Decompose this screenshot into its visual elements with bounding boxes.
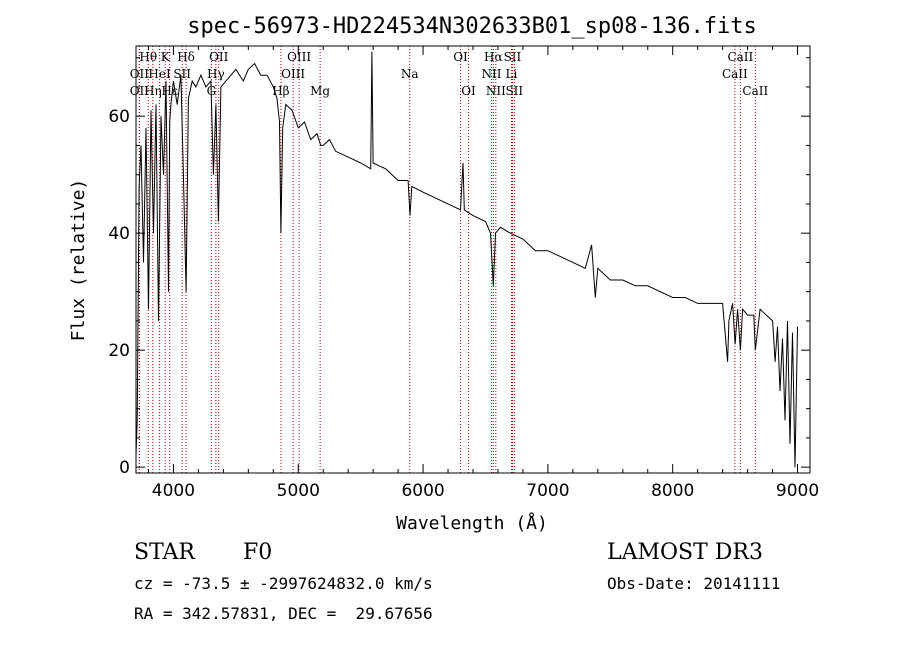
- line-marker-label: Hη: [144, 84, 162, 98]
- redshift-velocity: cz = -73.5 ± -2997624832.0 km/s: [134, 574, 433, 593]
- line-marker-label: Hγ: [207, 67, 225, 81]
- x-tick-label: 5000: [277, 481, 320, 501]
- line-marker-label: NII: [481, 67, 501, 81]
- line-marker-label: CaII: [727, 50, 753, 64]
- y-tick-label: 0: [119, 458, 130, 478]
- line-marker-label: K: [161, 50, 171, 64]
- line-marker-label: OII: [130, 84, 150, 98]
- line-marker-label: CaII: [742, 84, 768, 98]
- line-marker-label: Mg: [310, 84, 330, 98]
- line-marker-label: Hθ: [139, 50, 157, 64]
- object-subclass: F0: [243, 540, 273, 565]
- line-marker-label: HeI: [148, 67, 171, 81]
- line-marker-label: SII: [173, 67, 191, 81]
- x-tick-label: 8000: [651, 481, 694, 501]
- line-marker-label: OI: [453, 50, 468, 64]
- line-marker-label: NII: [486, 84, 506, 98]
- line-marker-label: SII: [505, 84, 523, 98]
- coordinates: RA = 342.57831, DEC = 29.67656: [134, 604, 433, 623]
- x-tick-label: 6000: [401, 481, 444, 501]
- y-tick-label: 40: [108, 224, 130, 244]
- line-marker-label: OII: [209, 50, 229, 64]
- y-tick-label: 20: [108, 341, 130, 361]
- survey-name: LAMOST DR3: [607, 540, 763, 565]
- series-line-flux: [135, 51, 798, 468]
- line-marker-label: Hβ: [272, 84, 289, 98]
- x-tick-label: 4000: [152, 481, 195, 501]
- line-marker-label: OIII: [281, 67, 305, 81]
- x-axis-label: Wavelength (Å): [396, 512, 548, 534]
- line-marker-label: CaII: [722, 67, 748, 81]
- object-type: STAR: [134, 540, 195, 565]
- x-tick-label: 9000: [776, 481, 819, 501]
- y-axis-label: Flux (relative): [68, 179, 89, 342]
- chart-title: spec-56973-HD224534N302633B01_sp08-136.f…: [187, 14, 757, 39]
- line-marker-label: Hδ: [177, 50, 195, 64]
- axis-ticks: 4000 5000 6000 7000 8000 9000 0 20 40 60: [108, 46, 819, 501]
- y-tick-label: 60: [108, 107, 130, 127]
- observation-date: Obs-Date: 20141111: [607, 574, 781, 593]
- line-marker-label: SII: [504, 50, 522, 64]
- line-marker-label: Hα: [484, 50, 503, 64]
- x-tick-label: 7000: [526, 481, 569, 501]
- line-marker-label: Na: [401, 67, 419, 81]
- line-marker-label: Li: [506, 67, 518, 81]
- line-marker-label: OI: [461, 84, 476, 98]
- line-marker-label: OIII: [287, 50, 311, 64]
- plot-frame: [135, 45, 811, 474]
- plot-axes: [135, 45, 811, 474]
